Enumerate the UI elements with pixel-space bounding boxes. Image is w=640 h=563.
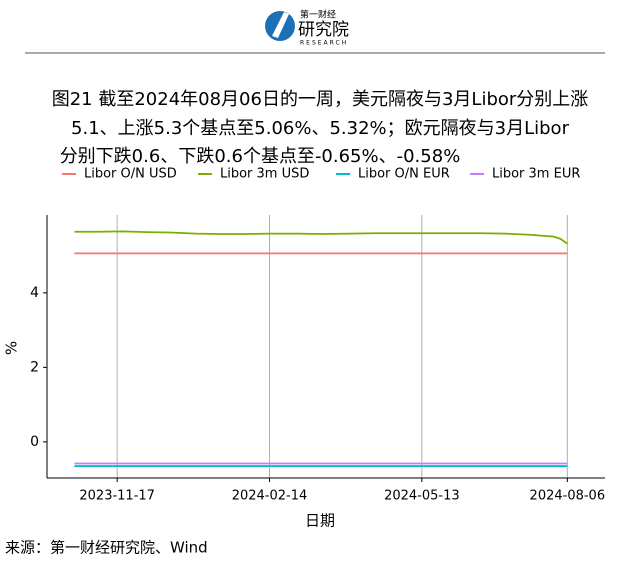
y-tick-label: 0 xyxy=(30,434,39,450)
legend-label: Libor 3m EUR xyxy=(492,167,580,182)
legend-label: Libor O/N EUR xyxy=(358,167,450,182)
series-line xyxy=(74,230,568,245)
logo-main: 研究院 xyxy=(298,20,349,40)
x-tick-label: 2024-08-06 xyxy=(530,489,606,504)
legend-label: Libor O/N USD xyxy=(84,167,177,182)
logo: 第一财经 研究院 RESEARCH xyxy=(265,9,349,47)
y-tick-label: 4 xyxy=(30,285,39,301)
legend-label: Libor 3m USD xyxy=(220,167,309,182)
source-note: 来源：第一财经研究院、Wind xyxy=(5,539,208,557)
logo-sub: RESEARCH xyxy=(300,40,348,47)
x-tick-label: 2024-05-13 xyxy=(384,489,460,504)
y-tick-label: 2 xyxy=(30,359,39,375)
x-tick-label: 2024-02-14 xyxy=(232,489,308,504)
x-tick-label: 2023-11-17 xyxy=(79,489,155,504)
title-line: 图21 截至2024年08月06日的一周，美元隔夜与3月Libor分别上涨 xyxy=(52,89,589,110)
logo-top: 第一财经 xyxy=(300,9,336,21)
y-axis-label: % xyxy=(3,341,21,355)
x-axis-label: 日期 xyxy=(305,512,335,530)
logo-icon-mark xyxy=(272,12,289,38)
title-line: 分别下跌0.6、下跌0.6个基点至-0.65%、-0.58% xyxy=(60,146,461,167)
title-line: 5.1、上涨5.3个基点至5.06%、5.32%；欧元隔夜与3月Libor xyxy=(71,118,570,139)
